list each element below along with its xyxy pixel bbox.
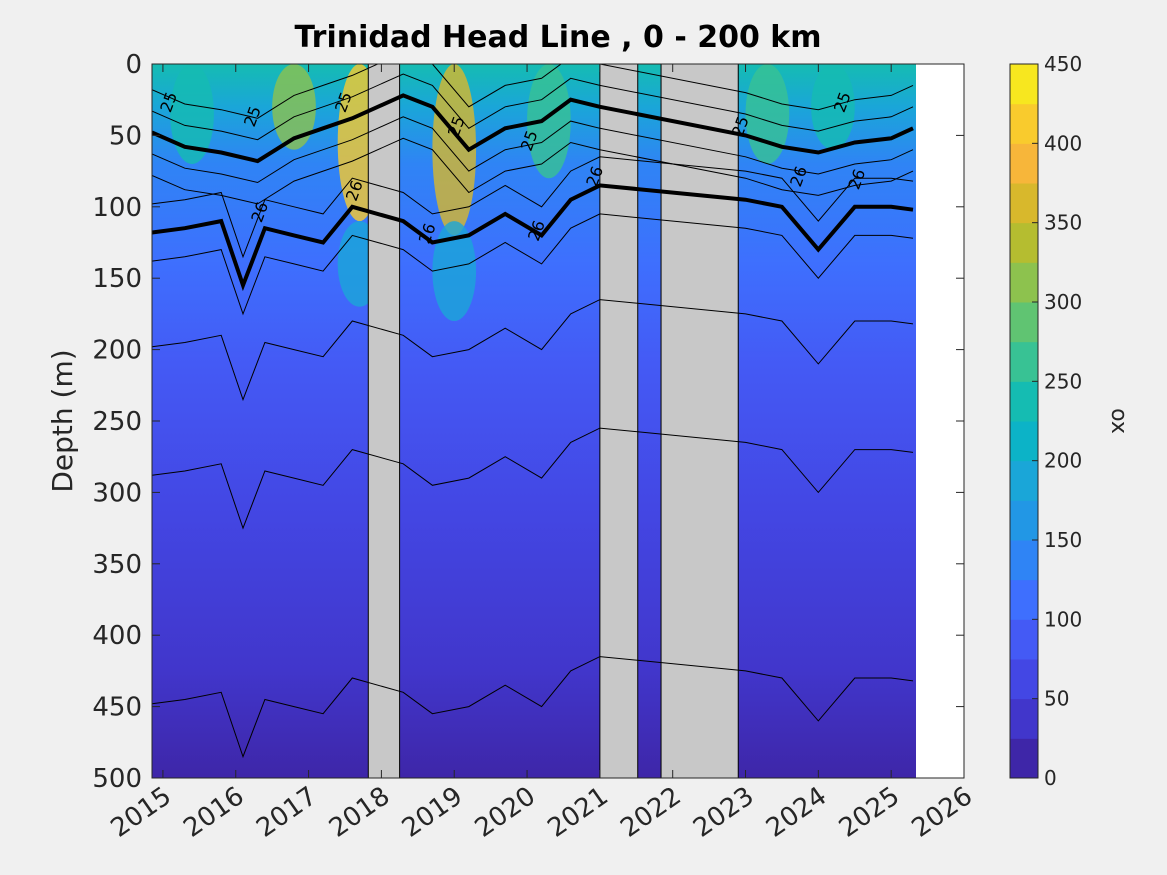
colorbar-band-3 — [1010, 619, 1038, 660]
thin-isopycnals — [152, 64, 914, 759]
data-gap-1 — [599, 64, 639, 778]
x-tick-label-2021: 2021 — [542, 781, 613, 844]
colorbar-tick-label-300: 300 — [1044, 290, 1082, 314]
colorbar-band-17 — [1010, 64, 1038, 105]
y-axis-label: Depth (m) — [46, 349, 79, 492]
thin-isopycnal-upper-1 — [152, 73, 914, 141]
thin-isopycnal-lower-0 — [152, 156, 914, 259]
y-tick-label-0: 0 — [125, 50, 142, 80]
thin-isopycnal-upper-3 — [152, 137, 914, 205]
oxygen-patch-1 — [432, 64, 477, 236]
x-tick-label-2025: 2025 — [834, 781, 905, 844]
colorbar: 0 50 100 150 200 250 300 350 400 450 — [1009, 52, 1082, 790]
thin-isopycnal-lower-3 — [152, 427, 914, 530]
high-oxygen-patches — [170, 64, 855, 322]
colorbar-tick-label-350: 350 — [1044, 211, 1082, 235]
colorbar-band-4 — [1010, 579, 1038, 620]
colorbar-band-15 — [1010, 143, 1038, 184]
colorbar-band-5 — [1010, 540, 1038, 581]
data-gap-0 — [367, 64, 401, 778]
colorbar-band-1 — [1010, 698, 1038, 739]
y-tick-label-500: 500 — [92, 764, 142, 794]
oxygen-patch-6 — [811, 64, 855, 150]
y-tick-label-150: 150 — [92, 264, 142, 294]
chart-title: Trinidad Head Line , 0 - 200 km — [294, 20, 821, 55]
x-tick-label-2019: 2019 — [397, 781, 468, 844]
oxygen-patch-5 — [745, 64, 790, 164]
colorbar-band-2 — [1010, 659, 1038, 700]
thin-isopycnal-lower-2 — [152, 299, 914, 402]
x-tick-label-2018: 2018 — [324, 781, 395, 844]
y-tick-label-350: 350 — [92, 550, 142, 580]
thin-isopycnal-lower-1 — [152, 213, 914, 316]
colorbar-band-13 — [1010, 222, 1038, 263]
isopycnal-25-line — [152, 93, 914, 164]
oxygen-patch-7 — [432, 221, 477, 322]
y-tick-label-300: 300 — [92, 478, 142, 508]
oxygen-patch-2 — [272, 64, 316, 150]
data-gap-2 — [660, 64, 739, 778]
thin-isopycnal-upper-2 — [152, 116, 914, 184]
x-tick-label-2016: 2016 — [178, 781, 249, 844]
x-tick-label-2024: 2024 — [761, 781, 832, 844]
y-tick-label-50: 50 — [109, 121, 142, 151]
y-tick-label-450: 450 — [92, 693, 142, 723]
colorbar-band-11 — [1010, 302, 1038, 343]
colorbar-label: ox — [1106, 408, 1131, 434]
data-gaps — [367, 64, 964, 778]
colorbar-band-16 — [1010, 103, 1038, 144]
colorbar-tick-label-0: 0 — [1044, 766, 1057, 790]
x-tick-label-2026: 2026 — [907, 781, 978, 844]
thin-isopycnal-upper-0 — [152, 64, 914, 119]
colorbar-band-12 — [1010, 262, 1038, 303]
y-tick-label-250: 250 — [92, 407, 142, 437]
y-tick-label-200: 200 — [92, 336, 142, 366]
colorbar-tick-label-250: 250 — [1044, 369, 1082, 393]
isopycnal-26-line — [152, 183, 914, 292]
colorbar-tick-label-200: 200 — [1044, 449, 1082, 473]
colorbar-tick-label-450: 450 — [1044, 52, 1082, 76]
colorbar-band-0 — [1010, 738, 1038, 779]
thin-isopycnal-lower-4 — [152, 656, 914, 759]
y-tick-label-100: 100 — [92, 193, 142, 223]
colorbar-tick-label-100: 100 — [1044, 607, 1082, 631]
colorbar-tick-label-150: 150 — [1044, 528, 1082, 552]
colorbar-tick-label-50: 50 — [1044, 687, 1069, 711]
colorbar-band-7 — [1010, 460, 1038, 501]
x-tick-label-2020: 2020 — [470, 781, 541, 844]
colorbar-frame — [1009, 63, 1039, 779]
colorbar-band-8 — [1010, 421, 1038, 462]
y-axis: 0 50 100 150 200 250 300 350 400 450 500 — [92, 50, 964, 794]
x-tick-label-2017: 2017 — [251, 781, 322, 844]
oxygen-patch-3 — [170, 64, 214, 164]
colorbar-band-10 — [1010, 341, 1038, 382]
oxygen-field — [152, 64, 916, 778]
colorbar-band-6 — [1010, 500, 1038, 541]
thick-isopycnals — [152, 93, 914, 292]
colorbar-band-9 — [1010, 381, 1038, 422]
x-tick-label-2022: 2022 — [615, 781, 686, 844]
colorbar-tick-label-400: 400 — [1044, 131, 1082, 155]
colorbar-band-14 — [1010, 183, 1038, 224]
x-tick-label-2023: 2023 — [688, 781, 759, 844]
oxygen-patch-4 — [527, 64, 571, 179]
y-tick-label-400: 400 — [92, 621, 142, 651]
